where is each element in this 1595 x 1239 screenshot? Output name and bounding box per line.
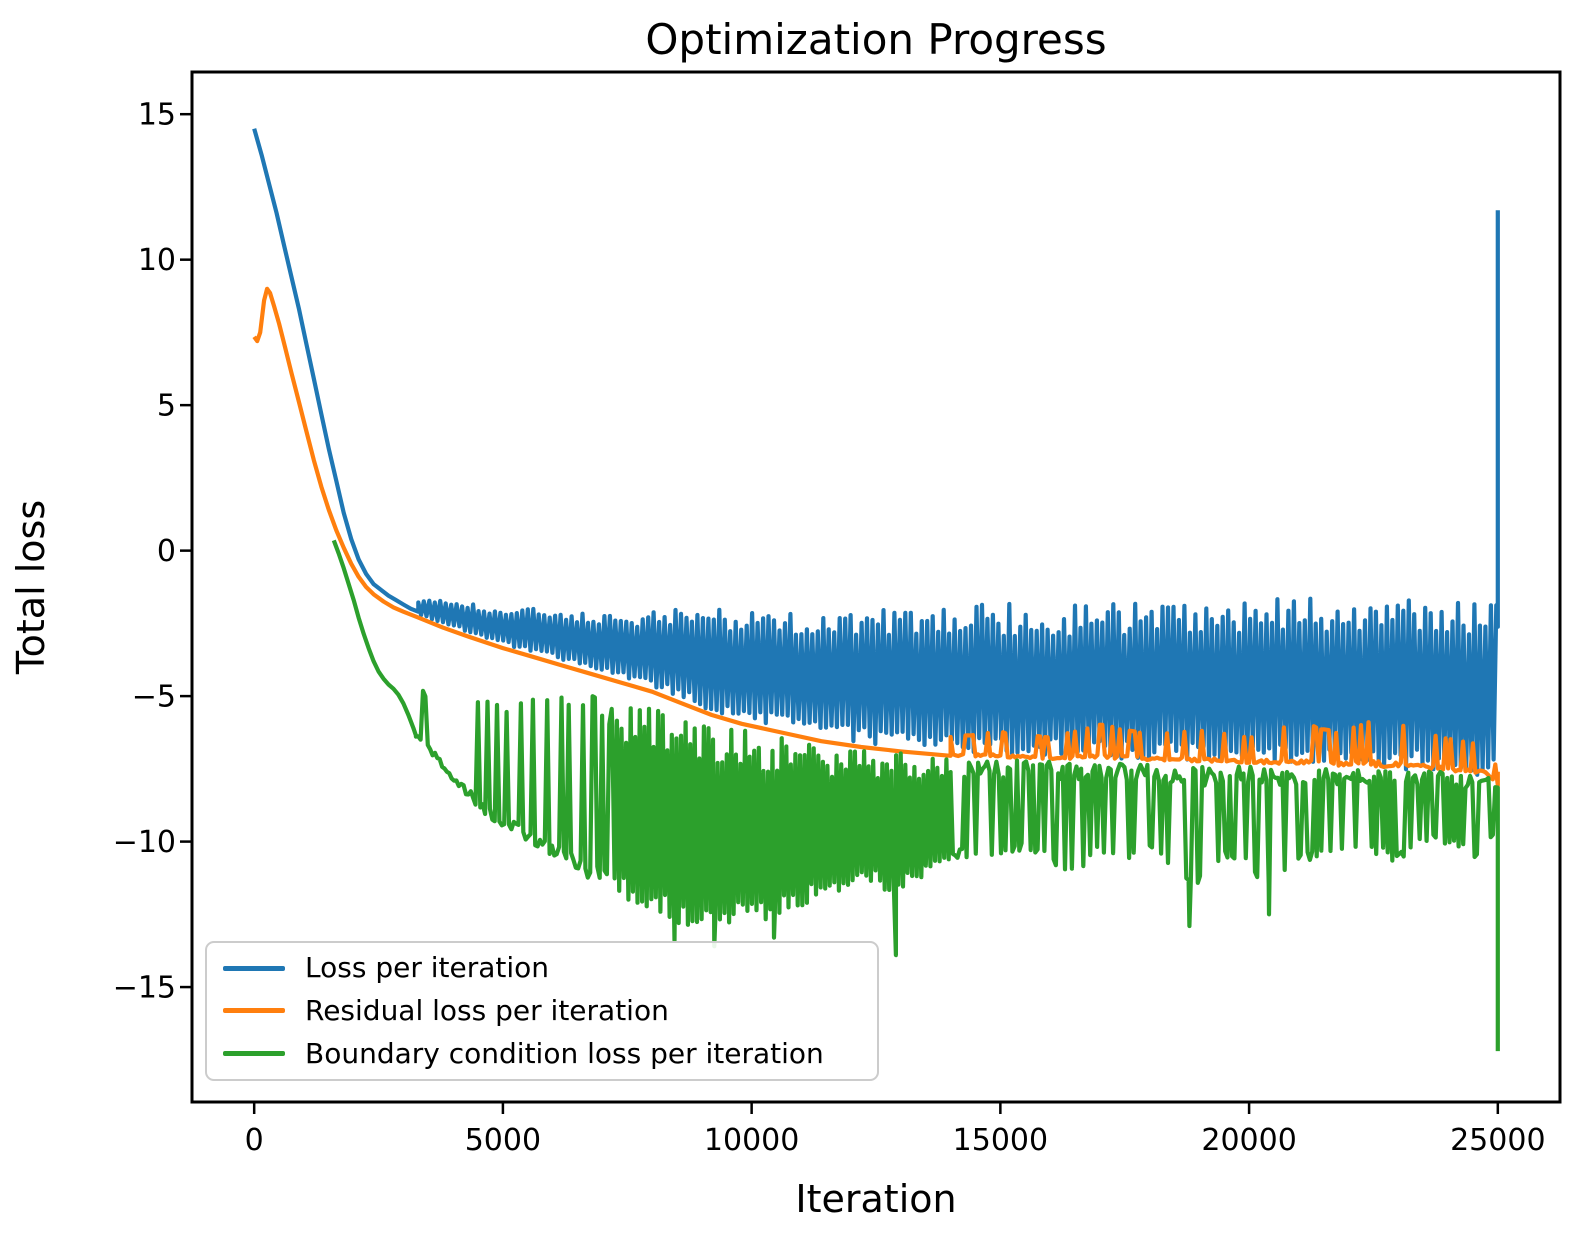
x-tick-label: 25000 (1450, 1123, 1545, 1158)
legend-item-loss: Loss per iteration (223, 947, 867, 989)
legend-label: Boundary condition loss per iteration (305, 1036, 824, 1070)
y-tick-label: 15 (138, 98, 176, 133)
x-tick-label: 20000 (1201, 1123, 1296, 1158)
residual-loss-line-swatch (223, 1008, 285, 1014)
y-tick-label: −15 (113, 971, 176, 1006)
legend: Loss per iteration Residual loss per ite… (205, 941, 879, 1081)
y-tick-label: 0 (157, 534, 176, 569)
y-axis-label: Total loss (9, 500, 53, 675)
boundary-loss-line-swatch (223, 1051, 285, 1057)
series-line-residual (252, 286, 1500, 788)
y-tick-label: 10 (138, 243, 176, 278)
legend-item-residual-loss: Residual loss per iteration (223, 990, 867, 1032)
series-line-boundary (331, 539, 1500, 1052)
x-tick-label: 10000 (704, 1123, 799, 1158)
series-lines (252, 128, 1500, 1052)
chart-title: Optimization Progress (645, 15, 1106, 64)
series-line-loss (252, 128, 1500, 777)
y-tick-label: 5 (157, 389, 176, 424)
axes: 0 5000 10000 15000 20000 25000 −15 −10 −5 0 5 10 15 (113, 70, 1562, 1158)
x-tick-label: 15000 (953, 1123, 1048, 1158)
x-axis-label: Iteration (795, 1177, 956, 1221)
x-tick-label: 0 (245, 1123, 264, 1158)
legend-label: Residual loss per iteration (305, 993, 669, 1027)
loss-line-swatch (223, 965, 285, 971)
x-tick-label: 5000 (465, 1123, 541, 1158)
legend-item-boundary-loss: Boundary condition loss per iteration (223, 1033, 867, 1075)
legend-label: Loss per iteration (305, 951, 550, 985)
y-tick-label: −5 (132, 680, 176, 715)
axes-spines (190, 70, 1562, 1104)
y-tick-label: −10 (113, 825, 176, 860)
